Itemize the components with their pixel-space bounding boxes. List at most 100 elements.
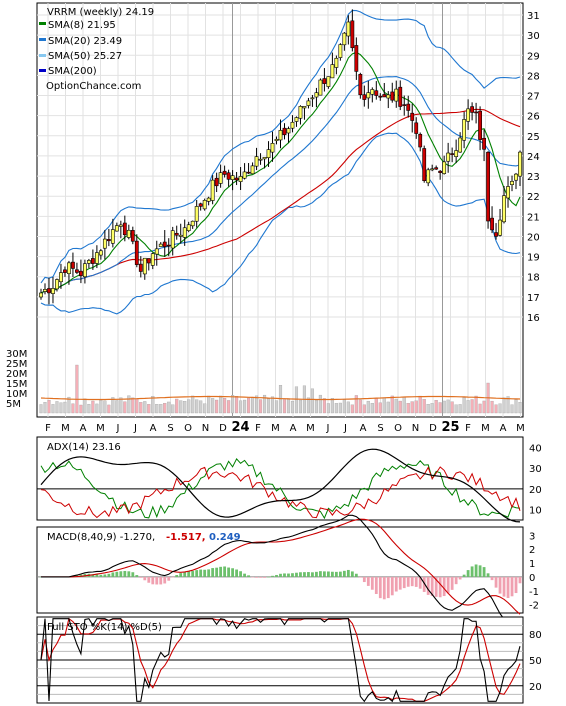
macd-series [37,514,523,628]
candle-body [162,241,167,247]
volume-bar [91,400,95,414]
price-tick-label: 31 [527,11,540,22]
price-series [39,9,522,315]
volume-bar [502,397,506,414]
macd-histogram-bar [311,572,314,577]
candle-body [198,203,203,207]
macd-histogram-bar [219,566,223,577]
macd-histogram-bar [366,576,370,586]
macd-histogram-bar [247,575,250,577]
price-tick-label: 17 [527,293,540,304]
candle-body [414,122,419,134]
volume-bar [179,400,183,414]
macd-histogram-bar [438,576,442,598]
volume-bar [442,400,446,414]
volume-bar [262,394,267,414]
month-label: J [326,423,330,434]
macd-signal-line [41,518,521,615]
macd-histogram-bar [474,564,478,577]
volume-bar [227,400,231,414]
candle-body [194,206,199,222]
volume-bar [330,398,334,414]
candle-body [510,180,514,185]
candle-body [482,137,486,150]
volume-bar [167,401,171,414]
month-label: M [306,423,315,434]
volume-bar [310,388,314,414]
candle-body [438,170,443,173]
candle-body [486,151,490,222]
macd-histogram-bar [103,574,107,577]
macd-histogram-bar [271,575,274,577]
macd-histogram-bar [223,566,227,577]
candle-body [498,219,502,236]
price-tick-label: 20 [527,232,540,243]
candle-body [410,112,415,121]
candle-body [170,230,175,249]
volume-bar [454,404,458,414]
price-tick-label: 16 [527,313,540,324]
volume-bar [254,395,259,414]
volume-bar [199,400,203,414]
volume-bar [346,401,350,414]
candle-body [462,119,467,141]
macd-histogram-bar [127,571,131,577]
macd-histogram-bar [123,570,127,577]
month-label: O [394,423,402,434]
legend-swatch-sma8 [39,22,46,25]
candle-body [398,86,403,107]
candle-body [122,222,127,236]
volume-bar [59,402,63,414]
macd-histogram-bar [243,573,246,577]
legend-sma20: SMA(20) 23.49 [48,36,122,47]
volume-bar [514,399,518,414]
sto-axis: 80 50 20 [529,630,542,693]
volume-bar [67,396,71,414]
candle-body [43,288,47,292]
volume-bar [494,404,498,414]
volume-bar [426,403,430,414]
macd-histogram-bar [195,570,199,577]
volume-bar [270,396,275,414]
volume-tick-label: 20M [6,369,27,380]
volume-bar [410,401,414,414]
volume-bar [358,399,362,414]
candle-body [454,150,459,157]
macd-axis: 3 2 1 0 -1 -2 [529,531,539,611]
macd-histogram-bar [183,571,187,577]
month-label: A [290,423,297,434]
candle-body [106,239,111,242]
volume-bar [175,398,179,414]
macd-histogram-bar [414,576,418,587]
volume-bar [334,403,338,414]
candle-body [126,229,131,238]
volume-bar [470,399,474,414]
price-tick-label: 25 [527,132,540,143]
macd-histogram-bar [255,576,258,578]
macd-histogram-bar [203,569,207,577]
volume-bar [490,400,494,414]
volume-bar [386,401,390,414]
volume-bar [286,398,291,414]
macd-value-3: 0.249 [209,532,241,543]
panel-tick-label: 0 [529,573,535,584]
volume-bar [354,395,358,414]
volume-bar [478,403,482,414]
macd-histogram-bar [175,575,179,577]
candle-body [210,179,215,201]
volume-bar [191,395,195,414]
candle-body [314,92,319,98]
candle-body [430,168,435,171]
volume-bar [398,400,402,414]
macd-histogram-bar [323,571,326,577]
month-label: M [271,423,280,434]
candle-body [63,269,67,273]
volume-bar [294,386,299,414]
volume-bar [342,399,346,414]
candle-body [250,165,255,175]
candle-body [502,195,506,223]
candle-body [71,261,75,269]
macd-histogram-bar [139,576,143,578]
macd-histogram-bar [490,576,494,581]
